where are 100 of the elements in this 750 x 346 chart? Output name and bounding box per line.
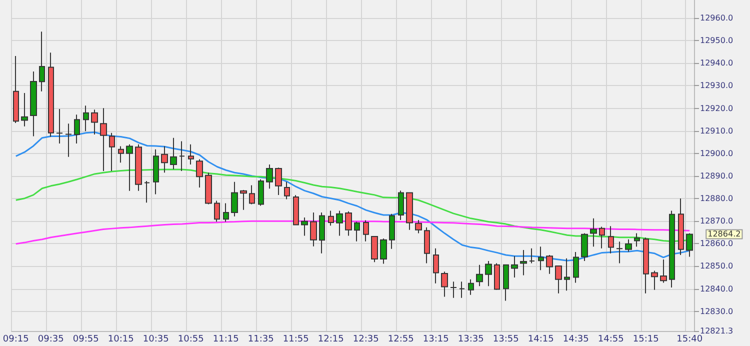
candlestick [634, 232, 640, 248]
candlestick [74, 114, 80, 144]
candlestick [389, 213, 395, 250]
y-tick-label: 12930.0 [700, 81, 734, 90]
y-tick-label: 12850.0 [700, 262, 734, 271]
x-tick-label: 12:35 [352, 334, 379, 344]
x-tick-label: 10:15 [108, 334, 134, 344]
candlestick [406, 192, 413, 230]
candlestick [398, 190, 404, 220]
candlestick [564, 258, 570, 292]
candlestick [415, 219, 422, 234]
candlestick [555, 266, 562, 294]
x-tick-label: 11:55 [282, 334, 309, 344]
x-tick-label: 14:35 [562, 334, 589, 344]
candlestick [249, 184, 255, 205]
candlestick [223, 202, 229, 222]
candlestick [529, 248, 535, 264]
candlestick [205, 172, 212, 205]
candlestick [30, 71, 37, 137]
x-tick-label: 10:35 [142, 334, 169, 344]
candlestick [214, 200, 220, 222]
candlestick [100, 108, 107, 172]
y-tick-label: 12880.0 [700, 194, 734, 204]
candlestick [573, 252, 579, 284]
candlestick [363, 220, 369, 242]
candlestick [608, 226, 614, 254]
candlestick [651, 270, 658, 290]
candlestick [441, 271, 448, 298]
x-tick-label: 15:15 [632, 334, 659, 344]
x-tick-label: 11:35 [248, 334, 274, 344]
candlestick [660, 258, 667, 284]
candlestick [678, 198, 684, 256]
x-tick-label: 15:40 [676, 334, 703, 344]
candlestick [380, 238, 387, 264]
candlestick [275, 167, 282, 196]
candlestick [310, 212, 317, 247]
candlestick [669, 210, 675, 288]
y-tick-label: 12860.0 [700, 239, 734, 248]
candlestick [284, 181, 290, 200]
y-tick-label: 12890.0 [700, 171, 734, 180]
candlestick [118, 146, 124, 164]
candlestick [83, 105, 89, 132]
y-tick-label: 12870.0 [700, 216, 734, 226]
candlestick [301, 217, 308, 236]
candlestick [520, 250, 527, 276]
y-tick-label: 12830.0 [700, 306, 734, 316]
candlestick [188, 144, 194, 165]
candlestick [328, 210, 334, 226]
y-tick-label: 12821.3 [700, 326, 734, 336]
candlestick [538, 246, 544, 271]
candlestick [468, 278, 474, 296]
candlestick [371, 236, 378, 263]
candlestick [336, 210, 343, 236]
candlestick [511, 256, 518, 278]
x-tick-label: 14:15 [528, 334, 554, 344]
candlestick [599, 226, 605, 249]
y-tick-label: 12950.0 [700, 36, 734, 46]
candlestick [266, 164, 273, 190]
candlestick [616, 241, 623, 264]
candlestick [459, 281, 465, 298]
candlestick [39, 31, 45, 92]
candlestick [581, 232, 588, 262]
y-tick-label: 12840.0 [700, 284, 734, 294]
candlestick [424, 226, 430, 264]
candlestick [109, 132, 115, 172]
candlestick [293, 194, 299, 226]
candlestick [65, 123, 72, 158]
candlestick [686, 232, 693, 258]
y-tick-label: 12900.0 [700, 148, 734, 158]
x-tick-label: 11:15 [212, 334, 239, 344]
candlestick [179, 140, 185, 172]
x-tick-label: 13:35 [458, 334, 484, 344]
annotation: 12864.2 [708, 230, 741, 239]
x-tick-label: 14:55 [598, 334, 624, 344]
x-tick-label: 10:55 [178, 334, 204, 344]
candlestick [56, 108, 63, 144]
candlestick [485, 260, 492, 287]
line-series [15, 220, 690, 245]
y-tick-label: 12910.0 [700, 126, 734, 136]
candlestick [196, 158, 203, 188]
candlestick [153, 148, 159, 195]
candlestick [503, 264, 509, 302]
candlestick [126, 144, 133, 192]
candlestick [13, 55, 19, 124]
candlestick [590, 218, 597, 248]
x-tick-label: 13:15 [422, 334, 449, 344]
candlestick [476, 264, 483, 287]
candlestick [144, 180, 150, 204]
candlestick [433, 248, 439, 284]
y-tick-label: 12920.0 [700, 104, 734, 113]
candlestick [345, 210, 352, 236]
candlestick [161, 146, 168, 174]
candlestick [170, 137, 177, 170]
candlestick [494, 262, 500, 290]
candlestick [135, 144, 142, 192]
x-tick-label: 09:15 [2, 334, 29, 344]
candlestick [258, 178, 264, 206]
candlestick [21, 92, 28, 127]
candlestick [240, 189, 247, 210]
candlestick [546, 254, 553, 274]
